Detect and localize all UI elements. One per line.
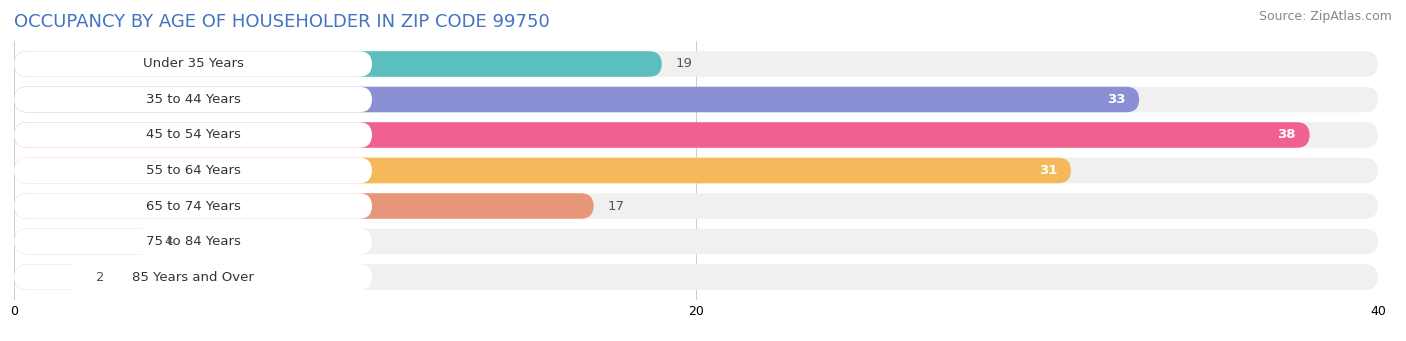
Text: 2: 2 [96,270,104,283]
FancyBboxPatch shape [14,51,373,77]
FancyBboxPatch shape [14,229,1378,254]
Text: 55 to 64 Years: 55 to 64 Years [146,164,240,177]
FancyBboxPatch shape [14,229,150,254]
FancyBboxPatch shape [14,229,373,254]
FancyBboxPatch shape [14,158,373,183]
Text: 4: 4 [165,235,173,248]
Text: 17: 17 [607,199,624,212]
Text: 31: 31 [1039,164,1057,177]
Text: 19: 19 [675,58,692,71]
Text: Source: ZipAtlas.com: Source: ZipAtlas.com [1258,10,1392,23]
FancyBboxPatch shape [14,193,1378,219]
FancyBboxPatch shape [14,158,1071,183]
FancyBboxPatch shape [14,51,1378,77]
Text: 65 to 74 Years: 65 to 74 Years [146,199,240,212]
FancyBboxPatch shape [14,122,1310,148]
FancyBboxPatch shape [14,51,662,77]
Text: 85 Years and Over: 85 Years and Over [132,270,254,283]
FancyBboxPatch shape [14,264,1378,290]
Text: 75 to 84 Years: 75 to 84 Years [146,235,240,248]
FancyBboxPatch shape [14,193,593,219]
FancyBboxPatch shape [14,87,1378,112]
Text: 45 to 54 Years: 45 to 54 Years [146,129,240,142]
FancyBboxPatch shape [14,264,373,290]
Text: 33: 33 [1107,93,1126,106]
Text: Under 35 Years: Under 35 Years [142,58,243,71]
FancyBboxPatch shape [14,122,373,148]
Text: 35 to 44 Years: 35 to 44 Years [146,93,240,106]
FancyBboxPatch shape [14,158,1378,183]
Text: 38: 38 [1278,129,1296,142]
FancyBboxPatch shape [14,122,1378,148]
Text: OCCUPANCY BY AGE OF HOUSEHOLDER IN ZIP CODE 99750: OCCUPANCY BY AGE OF HOUSEHOLDER IN ZIP C… [14,13,550,31]
FancyBboxPatch shape [14,87,373,112]
FancyBboxPatch shape [14,264,82,290]
FancyBboxPatch shape [14,193,373,219]
FancyBboxPatch shape [14,87,1139,112]
